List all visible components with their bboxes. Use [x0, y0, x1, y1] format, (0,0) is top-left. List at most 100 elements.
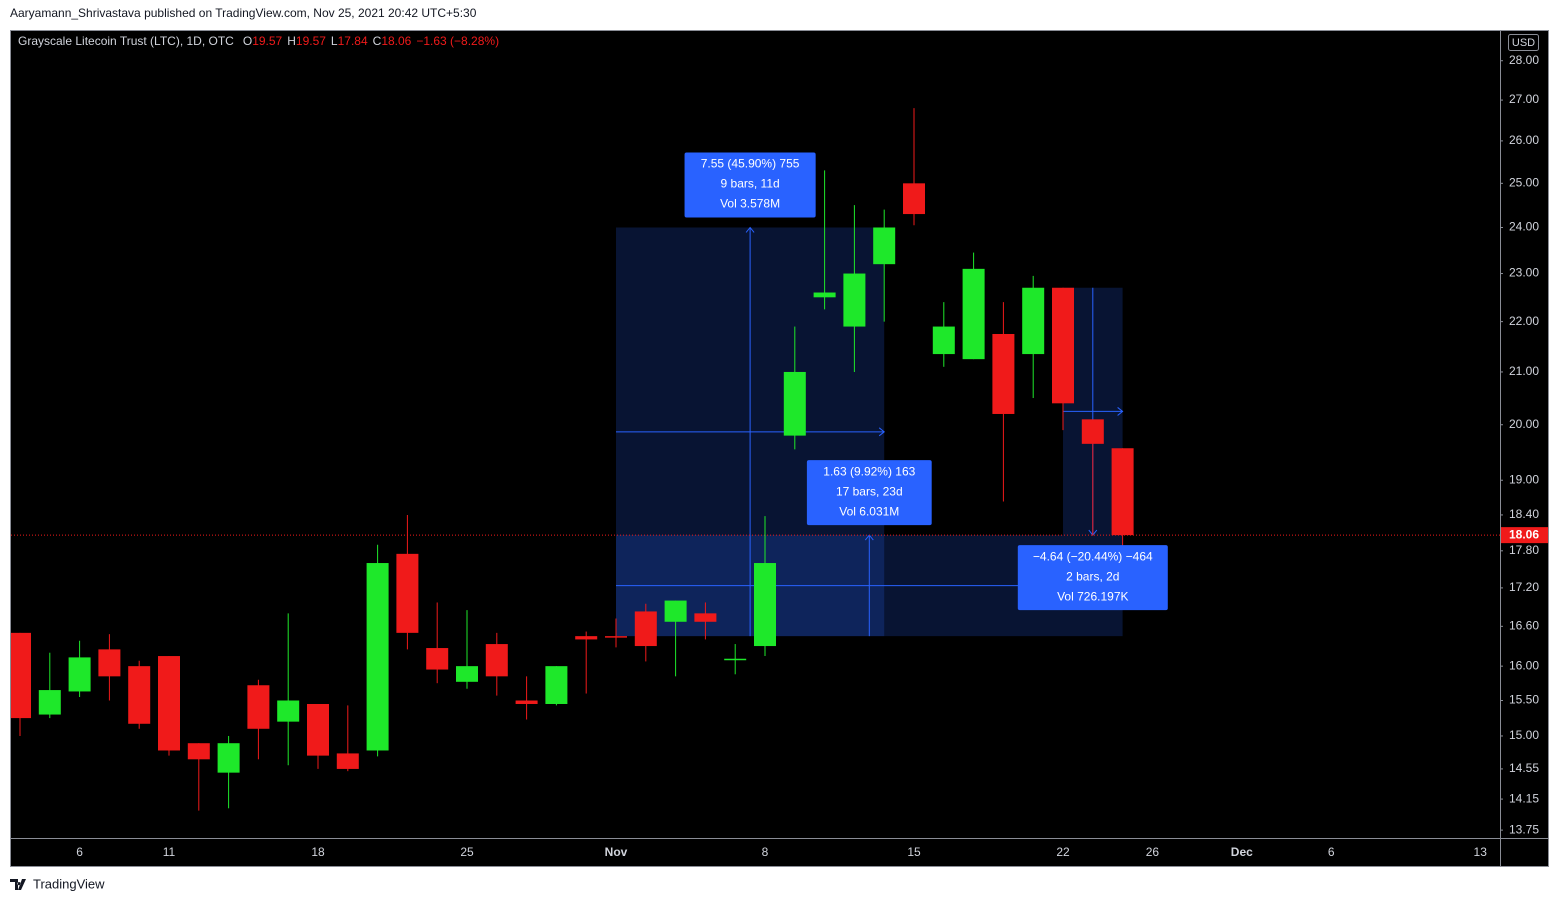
candle-body: [724, 658, 747, 661]
plot-area: [11, 108, 1500, 811]
series-title: Grayscale Litecoin Trust (LTC), 1D, OTC: [18, 34, 234, 48]
candle-body: [336, 753, 359, 769]
x-tick-label: Dec: [1231, 845, 1253, 859]
footer-logo: [10, 879, 26, 890]
logo-mark: [10, 879, 26, 890]
candle-body: [962, 268, 985, 360]
measure-label: Vol 6.031M: [839, 504, 899, 518]
x-tick-label: 26: [1146, 845, 1160, 859]
measure-arrow-head: [878, 427, 886, 437]
candle-body: [307, 703, 329, 756]
measure-label-box: [684, 152, 816, 218]
candle-body: [873, 227, 896, 265]
candle-body: [813, 292, 836, 298]
currency-badge: [1508, 34, 1539, 51]
candle-body: [1052, 287, 1074, 404]
y-tick-label: 16.00: [1509, 658, 1539, 672]
x-tick-label: 6: [76, 845, 83, 859]
candle-body: [605, 636, 627, 638]
candle-body: [128, 666, 151, 724]
candle-body: [664, 600, 687, 622]
candle-body: [366, 563, 389, 751]
x-tick-label: 6: [1328, 845, 1335, 859]
x-tick-label: 18: [311, 845, 325, 859]
candle-body: [456, 666, 478, 682]
x-tick-label: 15: [907, 845, 921, 859]
y-tick-label: 25.00: [1509, 176, 1539, 190]
x-tick-label: Nov: [605, 845, 628, 859]
y-tick-label: 22.00: [1509, 314, 1539, 328]
candle-body: [277, 700, 300, 722]
y-tick-label: 18.40: [1509, 507, 1539, 521]
y-tick-label: 14.15: [1509, 791, 1539, 805]
candle-body: [1081, 419, 1104, 444]
x-tick-label: 11: [163, 845, 176, 859]
candle-body: [843, 273, 866, 327]
candle-body: [98, 649, 121, 677]
measure-label: Vol 726.197K: [1057, 589, 1128, 603]
y-tick-label: 28.00: [1509, 53, 1539, 67]
currency-label: USD: [1512, 37, 1535, 49]
candle-body: [545, 666, 568, 704]
measure-arrow-head: [745, 226, 755, 233]
measure-label: 7.55 (45.90%) 755: [701, 157, 800, 171]
last-price-label: 18.06: [1509, 527, 1539, 541]
measure-label-box: [1017, 545, 1168, 611]
y-tick-label: 14.55: [1509, 761, 1539, 775]
change-value: −1.63 (−8.28%): [416, 34, 499, 48]
x-tick-label: 8: [762, 845, 769, 859]
ohlc-letter: C: [373, 34, 382, 48]
measure-label-box: [806, 460, 932, 526]
x-tick-label: 13: [1474, 845, 1488, 859]
candle-body: [515, 700, 538, 704]
candle-body: [783, 371, 806, 436]
x-tick-label: 25: [460, 845, 474, 859]
candle-body: [187, 743, 210, 760]
y-tick-label: 17.20: [1509, 580, 1539, 594]
y-tick-label: 21.00: [1509, 364, 1539, 378]
y-tick-label: 26.00: [1509, 133, 1539, 147]
candle-body: [485, 644, 508, 677]
y-tick-label: 24.00: [1509, 220, 1539, 234]
y-tick-label: 15.50: [1509, 693, 1539, 707]
legend-line: Grayscale Litecoin Trust (LTC), 1D, OTC O…: [18, 34, 499, 48]
candle-body: [903, 183, 925, 215]
candle-body: [575, 636, 598, 640]
candle-body: [426, 648, 449, 670]
measure-label: 9 bars, 11d: [721, 177, 780, 191]
candle-body: [247, 685, 270, 729]
measure-label: −4.64 (−20.44%) −464: [1033, 549, 1153, 563]
measure-label: 17 bars, 23d: [836, 484, 903, 498]
measure-label: 1.63 (9.92%) 163: [823, 464, 915, 478]
y-tick-label: 23.00: [1509, 266, 1539, 280]
ohlc-value: 17.84: [338, 34, 368, 48]
candle-body: [158, 656, 180, 751]
ohlc-value: 18.06: [381, 34, 411, 48]
candle-body: [932, 326, 955, 355]
ohlc-letter: L: [331, 34, 338, 48]
last-price-badge: [1501, 527, 1548, 544]
x-tick-label: 22: [1056, 845, 1070, 859]
y-tick-label: 13.75: [1509, 822, 1539, 836]
candle-body: [68, 657, 91, 692]
y-tick-label: 16.60: [1509, 618, 1539, 632]
candle-body: [11, 632, 31, 719]
measure-label: Vol 3.578M: [720, 197, 780, 211]
footer-brand: TradingView: [33, 876, 105, 891]
measure-label: 2 bars, 2d: [1066, 569, 1119, 583]
y-tick-label: 15.00: [1509, 728, 1539, 742]
candle-body: [754, 563, 776, 647]
y-tick-label: 27.00: [1509, 92, 1539, 106]
candle-body: [217, 743, 240, 773]
candle-body: [1111, 448, 1134, 536]
candle-body: [396, 553, 419, 633]
y-tick-label: 20.00: [1509, 417, 1539, 431]
candle-body: [38, 690, 61, 715]
ohlc-value: 19.57: [296, 34, 326, 48]
ohlc-letter: H: [287, 34, 296, 48]
y-tick-label: 17.80: [1509, 543, 1539, 557]
publish-header: Aaryamann_Shrivastava published on Tradi…: [10, 6, 477, 20]
candle-body: [1022, 287, 1045, 355]
